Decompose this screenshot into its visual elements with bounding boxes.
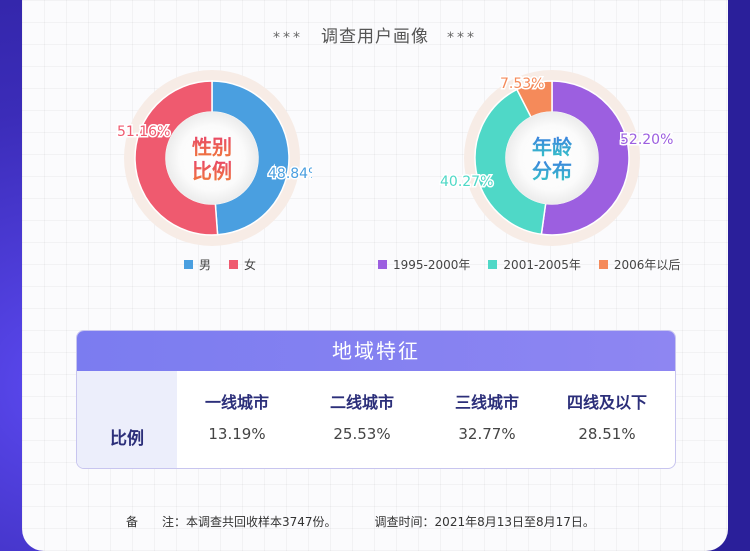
column-header: 四线及以下 xyxy=(566,393,647,412)
age-legend: 1995-2000年 2001-2005年 2006年以后 xyxy=(378,256,698,273)
data-label: 51.16% xyxy=(117,124,170,140)
donut-center xyxy=(505,111,599,205)
table-cell: 28.51% xyxy=(578,425,636,443)
center-label: 年龄 xyxy=(532,135,573,159)
title-stars-left: *** xyxy=(273,30,303,46)
center-label: 性别 xyxy=(192,135,232,159)
survey-time: 调查时间：2021年8月13日至8月17日。 xyxy=(374,515,595,529)
table-cell: 25.53% xyxy=(333,425,391,443)
gender-legend: 男女 xyxy=(184,256,274,273)
legend-item: 男 xyxy=(184,256,211,273)
legend-swatch xyxy=(184,260,193,269)
column-header: 二线城市 xyxy=(329,393,394,412)
data-label: 52.20% xyxy=(620,132,673,148)
region-table-title: 地域特征 xyxy=(77,331,675,371)
legend-label: 2001-2005年 xyxy=(503,258,581,272)
legend-swatch xyxy=(488,260,498,269)
legend-swatch xyxy=(229,260,239,269)
title-text: 调查用户画像 xyxy=(321,27,429,47)
center-label: 分布 xyxy=(532,159,572,183)
row-label: 比例 xyxy=(110,429,144,449)
column-header: 一线城市 xyxy=(204,393,269,412)
data-label: 7.53% xyxy=(500,76,544,92)
legend-swatch xyxy=(378,260,387,269)
donut-center xyxy=(165,111,259,205)
row-header-cell xyxy=(77,371,177,468)
data-label: 40.27% xyxy=(440,174,493,190)
data-label: 48.84% xyxy=(268,166,312,182)
table-cell: 32.77% xyxy=(458,425,516,443)
legend-item: 2006年以后 xyxy=(598,256,681,273)
legend-item: 2001-2005年 xyxy=(488,256,581,273)
legend-label: 2006年以后 xyxy=(613,258,681,272)
legend-item: 1995-2000年 xyxy=(378,256,470,273)
column-header: 三线城市 xyxy=(454,393,519,412)
region-table-body: 比例 一线城市 二线城市 三线城市 四线及以下 13.19% 25.53% 32… xyxy=(77,371,675,468)
legend-label: 女 xyxy=(244,258,257,272)
sample-note: 备 注：本调查共回收样本3747份。 xyxy=(126,515,337,529)
legend-item: 女 xyxy=(229,256,256,273)
page-title: *** 调查用户画像 *** xyxy=(22,22,728,47)
title-stars-right: *** xyxy=(447,30,477,46)
legend-label: 男 xyxy=(199,258,212,272)
region-table: 地域特征 比例 一线城市 二线城市 三线城市 四线及以下 13.19% 25.5… xyxy=(76,330,676,469)
legend-label: 1995-2000年 xyxy=(393,258,471,272)
table-cell: 13.19% xyxy=(208,425,266,443)
legend-swatch xyxy=(598,260,608,269)
footer-note: 备 注：本调查共回收样本3747份。 调查时间：2021年8月13日至8月17日。 xyxy=(126,513,595,530)
center-label: 比例 xyxy=(192,159,232,183)
